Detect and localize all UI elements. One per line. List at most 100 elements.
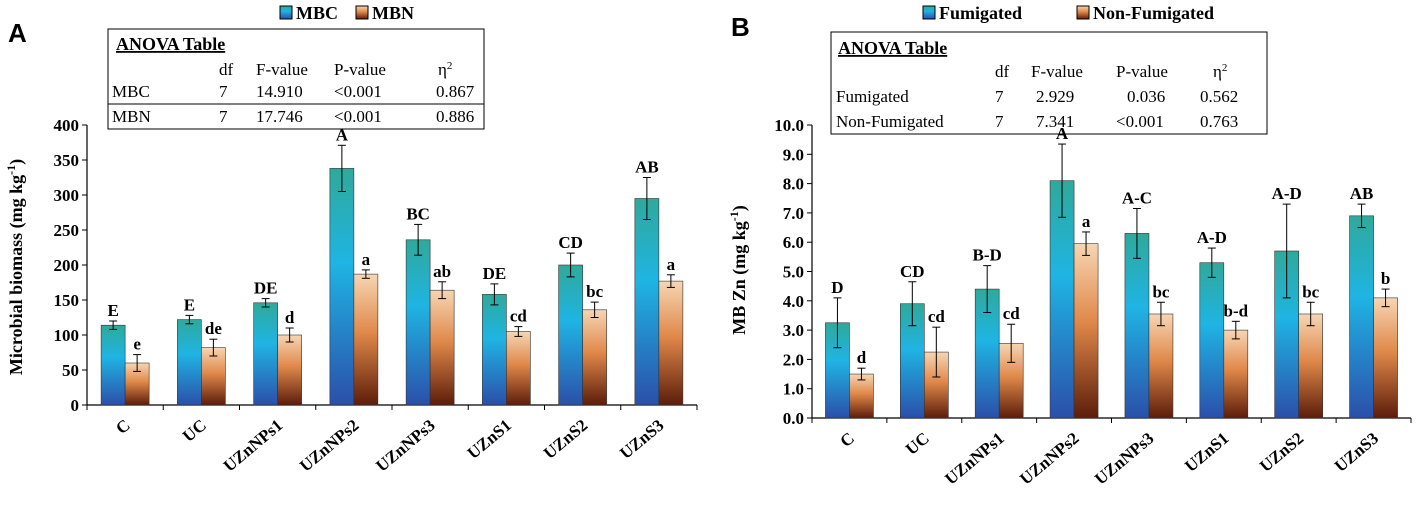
anova-title: ANOVA Table [116, 34, 225, 54]
anova-row-p: <0.001 [334, 107, 382, 126]
bar-series2 [1148, 313, 1174, 419]
anova-header-f: F-value [1031, 62, 1083, 81]
anova-row-f: 2.929 [1036, 87, 1074, 106]
bar-series1 [482, 294, 507, 406]
x-category-label: UC [902, 429, 933, 459]
legend-swatch-fumigated [922, 5, 936, 20]
y-tick-label: 3.0 [783, 321, 804, 340]
anova-row-p: <0.001 [334, 82, 382, 101]
significance-label: de [205, 319, 222, 338]
y-tick-label: 9.0 [783, 145, 804, 164]
significance-label: a [362, 250, 371, 269]
significance-label: a [667, 255, 676, 274]
significance-label: d [857, 348, 867, 367]
significance-label: AB [635, 158, 659, 177]
anova-header-eta: η2 [438, 60, 452, 79]
significance-label: B-D [973, 246, 1002, 265]
x-category-label: UZnS1 [464, 416, 515, 463]
y-tick-label: 5.0 [783, 263, 804, 282]
y-tick-label: 50 [62, 361, 79, 380]
anova-row-p: <0.001 [1116, 112, 1164, 131]
panel-b-letter: B [731, 12, 750, 42]
bar-series1 [329, 168, 355, 406]
anova-row-df: 7 [995, 87, 1004, 106]
anova-row-f: 14.910 [256, 82, 303, 101]
significance-label: CD [558, 233, 583, 252]
significance-label: b [1381, 269, 1390, 288]
panel-b-plot-area: 0.0 1.0 2.0 3.0 4.0 5.0 6.0 7.0 8.0 9.0 10.0 C UC UZn… [774, 116, 1412, 489]
bar-series2 [582, 309, 607, 406]
significance-label: e [133, 335, 141, 354]
bar-series1 [1049, 180, 1075, 419]
significance-label: A [1056, 124, 1069, 143]
y-tick-label: 0 [71, 396, 80, 415]
anova-row-name: Fumigated [836, 87, 909, 106]
legend-label-fumigated: Fumigated [939, 3, 1022, 23]
anova-title: ANOVA Table [838, 38, 947, 58]
x-category-label: UC [179, 416, 210, 446]
y-tick-label: 0.0 [783, 409, 804, 428]
anova-row-eta: 0.562 [1200, 87, 1238, 106]
significance-label: d [285, 308, 295, 327]
y-tick-label: 7.0 [783, 204, 804, 223]
significance-label: bc [586, 282, 603, 301]
anova-row-p: 0.036 [1127, 87, 1165, 106]
significance-label: b-d [1224, 301, 1249, 320]
x-category-label: UZnS2 [540, 416, 591, 463]
significance-label: cd [928, 307, 946, 326]
panel-b-legend: Fumigated Non-Fumigated [922, 3, 1214, 23]
y-tick-label: 200 [54, 256, 80, 275]
significance-label: E [107, 301, 118, 320]
x-category-label: UZnNPs3 [372, 416, 438, 476]
legend-label-mbn: MBN [372, 3, 414, 23]
bar-series1 [1349, 215, 1374, 419]
anova-box [107, 28, 485, 130]
x-category-label: UZnNPs3 [1091, 429, 1157, 489]
legend-label-non-fumigated: Non-Fumigated [1093, 3, 1214, 23]
bar-series1 [558, 264, 583, 406]
legend-swatch-non-fumigated [1076, 5, 1090, 20]
bar-series2 [1373, 297, 1398, 419]
bar-series1 [1199, 262, 1225, 419]
x-category-label: UZnNPs1 [220, 416, 286, 476]
y-tick-label: 1.0 [783, 380, 804, 399]
y-tick-label: 6.0 [783, 233, 804, 252]
anova-header-f: F-value [256, 60, 308, 79]
significance-label: ab [433, 262, 451, 281]
significance-label: A-D [1197, 228, 1227, 247]
anova-header-df: df [219, 60, 234, 79]
bar-series2 [201, 347, 226, 406]
anova-header-p: P-value [334, 60, 386, 79]
significance-label: AB [1350, 184, 1374, 203]
anova-row-f: 7.341 [1036, 112, 1074, 131]
panel-a-y-axis-label: Microbial biomass (mg kg-1) [4, 159, 27, 375]
significance-label: bc [1302, 282, 1319, 301]
bar-series1 [253, 302, 278, 406]
significance-label: a [1082, 212, 1091, 231]
x-category-label: C [112, 416, 134, 438]
x-category-label: UZnS3 [616, 416, 667, 463]
x-category-label: C [836, 429, 858, 451]
y-tick-label: 8.0 [783, 175, 804, 194]
anova-row-df: 7 [219, 82, 228, 101]
anova-header-df: df [995, 62, 1010, 81]
anova-row-name: MBN [112, 107, 151, 126]
x-category-label: UZnNPs2 [296, 416, 362, 476]
significance-label: cd [1003, 304, 1021, 323]
x-category-label: UZnS2 [1256, 429, 1307, 476]
bar-series2 [353, 273, 379, 406]
bar-series2 [658, 280, 684, 406]
legend-swatch-mbn [355, 5, 369, 20]
significance-label: bc [1152, 282, 1169, 301]
panel-a-anova-table: ANOVA Table df F-value P-value η2 MBC 7 … [107, 28, 485, 130]
bar-series2 [1073, 243, 1099, 419]
significance-label: DE [254, 279, 278, 298]
anova-row-eta: 0.886 [436, 107, 474, 126]
x-category-label: UZnS3 [1331, 429, 1382, 476]
panel-b-y-axis-label: MB Zn (mg kg-1) [727, 205, 750, 335]
bar-series2 [429, 289, 455, 406]
significance-label: BC [406, 204, 430, 223]
bar-series2 [849, 373, 874, 419]
